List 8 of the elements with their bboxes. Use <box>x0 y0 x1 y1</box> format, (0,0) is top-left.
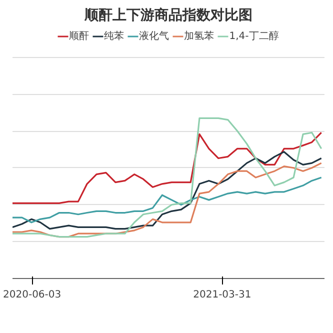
legend-label: 加氢苯 <box>184 30 214 43</box>
legend-label: 1,4-丁二醇 <box>229 30 279 43</box>
legend-label: 液化气 <box>139 30 170 43</box>
legend-label: 纯苯 <box>104 30 124 43</box>
x-tick-label: 2020-06-03 <box>3 290 62 300</box>
legend-label: 顺酐 <box>69 30 90 43</box>
x-tick-label: 2021-03-31 <box>193 290 252 300</box>
chart-title: 顺酐上下游商品指数对比图 <box>84 6 252 24</box>
